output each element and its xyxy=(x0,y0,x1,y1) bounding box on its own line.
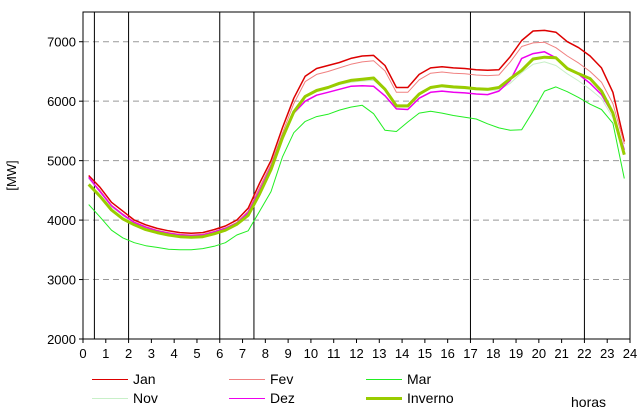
x-tick-label: 23 xyxy=(600,346,614,361)
x-tick-label: 17 xyxy=(463,346,477,361)
x-tick-label: 22 xyxy=(577,346,591,361)
legend-swatch xyxy=(92,397,128,399)
legend-swatch xyxy=(229,378,265,380)
series-line-mar xyxy=(88,86,625,251)
x-tick-label: 11 xyxy=(327,346,341,361)
x-axis-ticks: 0 1 2 3 4 5 6 7 8 9 10 11 12 13 14 15 16 17 18 19 20 21 22 23 24 xyxy=(79,339,637,361)
x-tick-label: 19 xyxy=(509,346,523,361)
legend-label: Nov xyxy=(133,390,158,406)
x-tick-label: 14 xyxy=(395,346,409,361)
x-tick-label: 3 xyxy=(148,346,155,361)
legend-item: Dez xyxy=(229,390,295,406)
series-line-fev xyxy=(88,41,625,236)
legend-label: Inverno xyxy=(407,390,454,406)
x-tick-label: 24 xyxy=(623,346,637,361)
legend-item: Jan xyxy=(92,371,156,387)
x-tick-label: 13 xyxy=(372,346,386,361)
x-tick-label: 8 xyxy=(262,346,269,361)
y-tick-label: 5000 xyxy=(47,154,76,169)
x-axis-label: horas xyxy=(571,394,607,410)
series-lines xyxy=(87,29,626,251)
legend-item: Nov xyxy=(92,390,158,406)
y-tick-label: 7000 xyxy=(47,35,76,50)
x-tick-label: 2 xyxy=(125,346,132,361)
series-line-nov xyxy=(88,61,625,238)
y-axis-ticks: 2000 3000 4000 5000 6000 7000 xyxy=(47,35,83,347)
legend-label: Jan xyxy=(133,371,156,387)
x-tick-label: 16 xyxy=(440,346,454,361)
x-tick-label: 20 xyxy=(532,346,546,361)
x-tick-label: 12 xyxy=(349,346,363,361)
series-line-inverno xyxy=(87,55,626,239)
x-tick-label: 9 xyxy=(285,346,292,361)
legend-item: Mar xyxy=(366,371,431,387)
x-tick-label: 15 xyxy=(418,346,432,361)
y-tick-label: 6000 xyxy=(47,94,76,109)
x-tick-label: 18 xyxy=(486,346,500,361)
x-tick-label: 21 xyxy=(554,346,568,361)
legend-item: Fev xyxy=(229,371,293,387)
legend-item: Inverno xyxy=(366,390,454,406)
x-tick-label: 10 xyxy=(304,346,318,361)
x-tick-label: 5 xyxy=(193,346,200,361)
series-line-dez xyxy=(88,51,626,237)
legend-label: Fev xyxy=(270,371,294,387)
legend-swatch xyxy=(366,396,402,400)
x-tick-label: 4 xyxy=(171,346,178,361)
y-axis-label: [MW] xyxy=(4,160,19,190)
x-tick-label: 6 xyxy=(216,346,223,361)
vertical-reference-lines xyxy=(93,12,585,339)
gridlines xyxy=(83,41,630,281)
plot-frame xyxy=(82,11,631,340)
legend-label: Dez xyxy=(270,390,295,406)
legend-swatch xyxy=(366,378,402,380)
y-tick-label: 3000 xyxy=(47,273,76,288)
y-tick-label: 4000 xyxy=(47,213,76,228)
x-tick-label: 1 xyxy=(102,346,109,361)
legend-swatch xyxy=(229,397,265,399)
x-tick-label: 0 xyxy=(79,346,86,361)
x-tick-label: 7 xyxy=(239,346,246,361)
legend-swatch xyxy=(92,378,128,380)
series-line-jan xyxy=(88,29,626,234)
legend-label: Mar xyxy=(407,371,432,387)
y-tick-label: 2000 xyxy=(47,332,76,347)
